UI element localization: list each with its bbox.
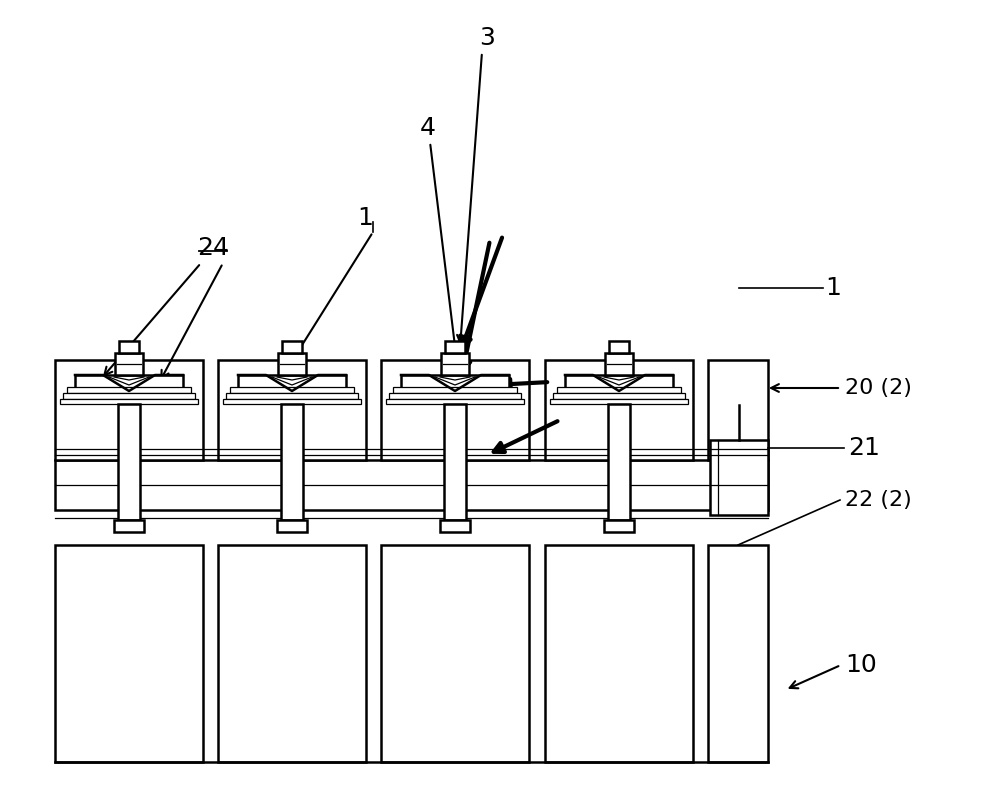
Bar (401, 375, 509, 391)
Bar (118, 404, 140, 520)
Bar (67, 387, 191, 393)
Bar (708, 545, 768, 762)
Bar (282, 341, 302, 353)
Bar (708, 360, 768, 460)
Bar (444, 404, 466, 520)
Bar (60, 399, 198, 404)
Bar (230, 387, 354, 393)
Text: 1: 1 (825, 276, 841, 300)
Bar (550, 399, 688, 404)
Bar (440, 520, 470, 532)
Bar (389, 393, 521, 399)
Bar (710, 440, 768, 515)
Text: 1: 1 (357, 206, 373, 230)
Bar (119, 341, 139, 353)
Bar (115, 353, 143, 375)
Bar (445, 341, 465, 353)
Bar (441, 353, 469, 375)
Bar (553, 393, 685, 399)
Bar (63, 393, 195, 399)
Bar (545, 360, 693, 460)
Bar (55, 460, 768, 510)
Text: 3: 3 (479, 26, 495, 50)
Bar (281, 404, 303, 520)
Bar (55, 545, 203, 762)
Bar (604, 520, 634, 532)
Bar (55, 360, 203, 460)
Text: 22 (2): 22 (2) (845, 490, 912, 510)
Bar (223, 399, 361, 404)
Bar (218, 360, 366, 460)
Bar (393, 387, 517, 393)
Bar (608, 404, 630, 520)
Bar (226, 393, 358, 399)
Text: 10: 10 (845, 653, 877, 677)
Bar (278, 353, 306, 375)
Bar (545, 545, 693, 762)
Bar (238, 375, 346, 391)
Bar (565, 375, 673, 391)
Bar (381, 545, 529, 762)
Bar (609, 341, 629, 353)
Bar (277, 520, 307, 532)
Bar (605, 353, 633, 375)
Bar (114, 520, 144, 532)
Bar (75, 375, 183, 391)
Bar (381, 360, 529, 460)
Bar (218, 545, 366, 762)
Text: 21: 21 (848, 436, 880, 460)
Bar (557, 387, 681, 393)
Text: 4: 4 (420, 116, 436, 140)
Bar (386, 399, 524, 404)
Text: 24: 24 (197, 236, 229, 260)
Text: 20 (2): 20 (2) (845, 378, 912, 398)
